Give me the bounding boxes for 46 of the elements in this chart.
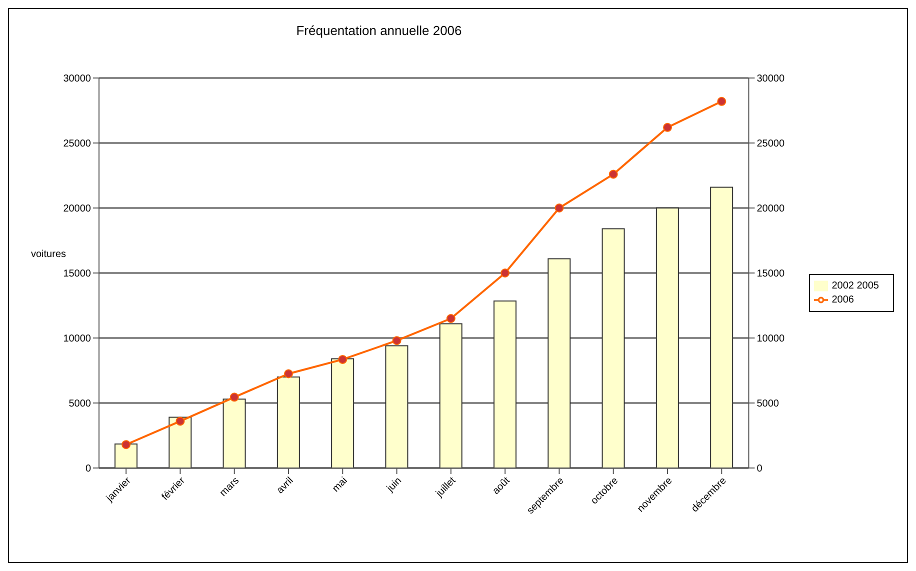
y-tick-label: 15000 xyxy=(63,268,92,280)
bar xyxy=(222,398,246,468)
bar xyxy=(439,323,462,468)
x-tick-label: avril xyxy=(274,475,296,496)
point xyxy=(554,204,564,212)
y2-tick-label: 20000 xyxy=(756,204,785,215)
bar xyxy=(276,376,300,468)
y-tick-label: 5000 xyxy=(68,398,92,410)
y-tick-label: 10000 xyxy=(63,334,92,345)
point xyxy=(122,440,131,450)
bar xyxy=(710,186,734,468)
y-axis-title: voitures xyxy=(31,249,66,260)
point xyxy=(176,416,185,426)
point xyxy=(392,336,402,346)
y2-tick-label: 5000 xyxy=(756,398,780,410)
legend-label: 2002 2005 xyxy=(832,280,879,292)
bar xyxy=(602,228,625,468)
bar xyxy=(656,208,679,468)
y-tick-label: 20000 xyxy=(63,204,92,215)
point xyxy=(446,314,456,323)
y-tick-label: 30000 xyxy=(63,74,92,85)
point xyxy=(608,170,618,179)
y2-tick-label: 10000 xyxy=(756,334,785,345)
x-tick-label: mai xyxy=(330,475,350,495)
point xyxy=(663,122,672,132)
bar xyxy=(331,358,354,468)
y-tick-label: 0 xyxy=(85,464,92,475)
point xyxy=(500,268,510,278)
x-tick-label: août xyxy=(490,475,512,497)
bar xyxy=(168,416,192,468)
bar xyxy=(494,300,517,468)
y-tick-label: 25000 xyxy=(63,138,92,150)
point xyxy=(338,354,348,364)
bar xyxy=(385,345,408,468)
bar xyxy=(548,258,571,468)
point xyxy=(230,392,239,402)
x-tick-label: juin xyxy=(384,475,404,495)
bar xyxy=(114,443,138,468)
y2-tick-label: 25000 xyxy=(756,138,785,150)
point xyxy=(284,369,293,378)
chart-title: Fréquentation annuelle 2006 xyxy=(295,23,463,38)
point xyxy=(717,96,726,106)
y2-tick-label: 30000 xyxy=(756,74,785,85)
y2-tick-label: 15000 xyxy=(756,268,785,280)
y2-tick-label: 0 xyxy=(756,464,763,475)
legend-label: 2006 xyxy=(832,294,854,306)
